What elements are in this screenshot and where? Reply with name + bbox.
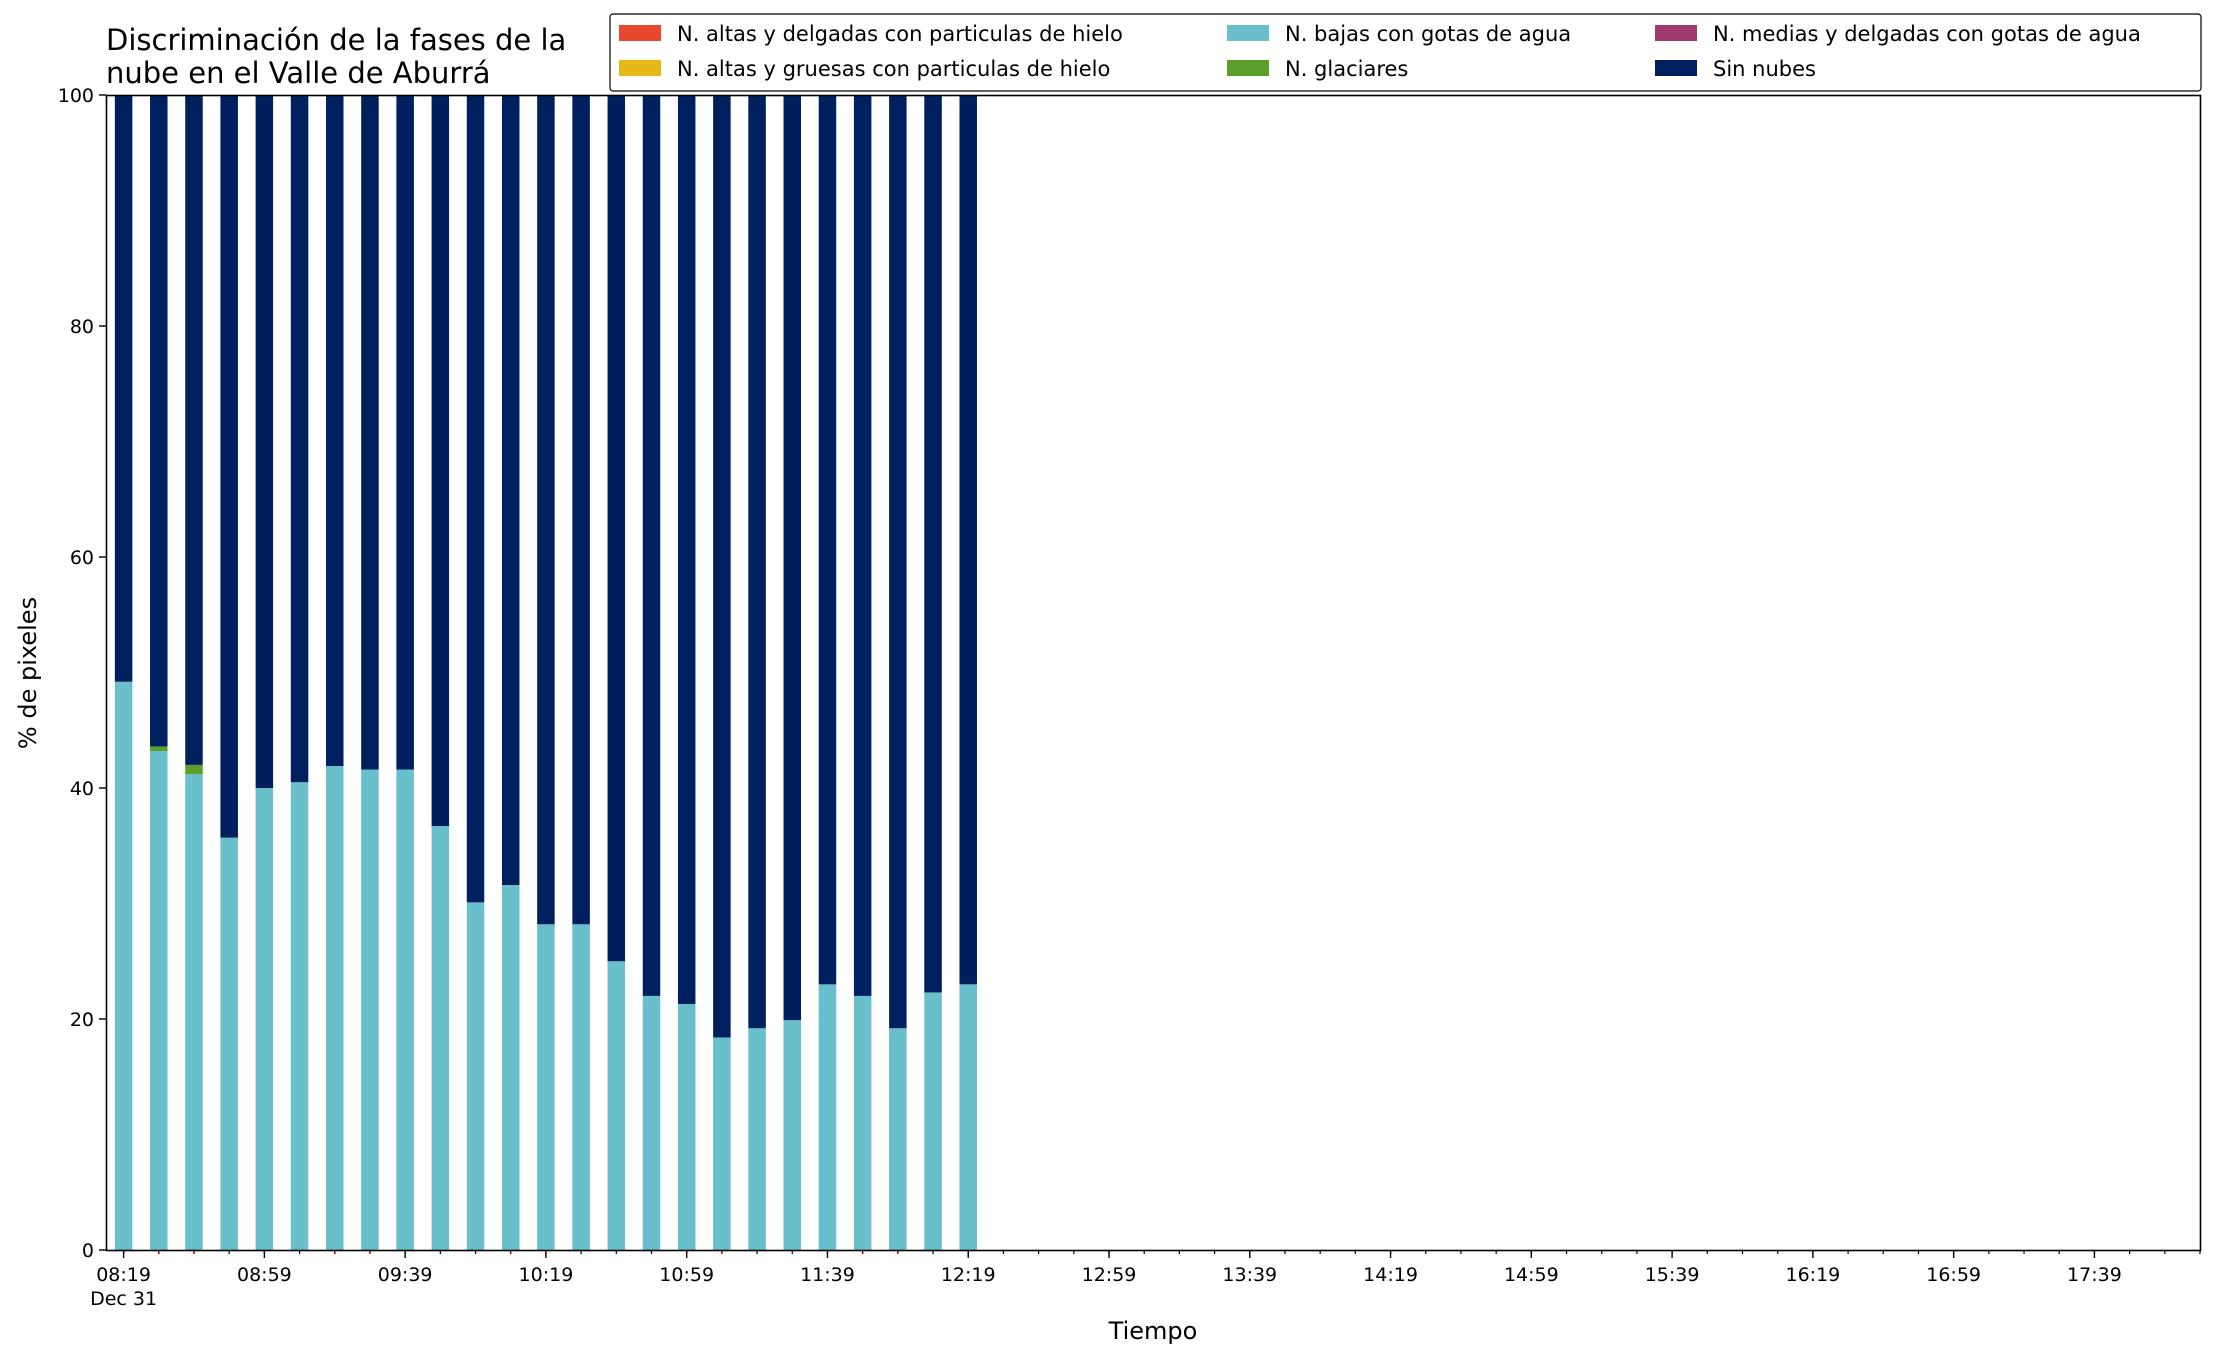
bar-segment (537, 95, 555, 925)
legend-swatch (1227, 25, 1269, 41)
y-tick-label: 100 (58, 85, 94, 107)
bar-segment (220, 837, 238, 1250)
bar-segment (431, 826, 450, 1250)
bar-segment (889, 95, 907, 1029)
legend-label: Sin nubes (1713, 57, 1816, 81)
x-tick-label: 08:19 (96, 1264, 151, 1286)
legend-swatch (619, 25, 661, 41)
bar-segment (326, 766, 344, 1250)
x-tick-label: 17:39 (2067, 1264, 2122, 1286)
bar-segment (185, 774, 203, 1250)
bar-segment (290, 782, 309, 1250)
bar-segment (396, 769, 414, 1250)
bar-segment (466, 95, 485, 903)
bar-segment (361, 95, 379, 770)
bar-segment (220, 95, 238, 838)
y-axis: 0 20 40 60 80 100 (58, 85, 106, 1262)
x-tick-label: 10:59 (659, 1264, 714, 1286)
bar-segment (748, 1028, 766, 1250)
x-axis-title: Tiempo (1108, 1317, 1198, 1345)
x-tick-label: 10:19 (519, 1264, 574, 1286)
bar-segment (713, 95, 731, 1038)
bar-segment (713, 1037, 731, 1250)
bar-segment (853, 95, 872, 996)
bar-segment (959, 984, 977, 1250)
bar-segment (853, 995, 872, 1250)
bar-segment (185, 764, 203, 775)
bar-segment (607, 95, 626, 962)
x-tick-label: 12:59 (1082, 1264, 1137, 1286)
y-tick-label: 20 (70, 1009, 94, 1031)
legend-swatch (1655, 60, 1697, 76)
bar-segment (185, 95, 203, 765)
y-axis-title: % de pixeles (14, 597, 42, 749)
bar-segment (607, 961, 626, 1250)
x-tick-label: 14:19 (1363, 1264, 1418, 1286)
bar-segment (959, 95, 977, 985)
chart-title-line-1: Discriminación de la fases de la (106, 23, 566, 57)
bar-segment (501, 885, 520, 1250)
legend: N. altas y delgadas con particulas de hi… (609, 13, 2202, 92)
x-tick-label: 11:39 (800, 1264, 855, 1286)
bar-segment (924, 992, 942, 1250)
bar-segment (361, 769, 379, 1250)
x-tick-label: 14:59 (1504, 1264, 1559, 1286)
legend-swatch (619, 60, 661, 76)
legend-label: N. medias y delgadas con gotas de agua (1713, 22, 2141, 46)
bar-segment (150, 746, 168, 752)
bar-segment (255, 788, 274, 1250)
chart-title-line-2: nube en el Valle de Aburrá (106, 56, 491, 90)
x-tick-label: 16:19 (1785, 1264, 1840, 1286)
bar-segment (748, 95, 766, 1029)
bar-segment (572, 924, 590, 1250)
bar-segment (255, 95, 274, 788)
bar-segment (924, 95, 942, 993)
bar-segment (677, 1003, 696, 1250)
x-date-label: Dec 31 (90, 1288, 157, 1310)
x-tick-label: 12:19 (941, 1264, 996, 1286)
x-tick-label: 15:39 (1645, 1264, 1700, 1286)
bar-segment (150, 751, 168, 1250)
legend-label: N. altas y delgadas con particulas de hi… (677, 22, 1123, 46)
bars-layer (114, 95, 977, 1250)
legend-swatch (1655, 25, 1697, 41)
y-tick-label: 80 (70, 316, 94, 338)
bar-segment (431, 95, 450, 827)
legend-box (609, 13, 2202, 92)
bar-segment (783, 95, 802, 1021)
x-tick-label: 13:39 (1222, 1264, 1277, 1286)
x-tick-label: 09:39 (378, 1264, 433, 1286)
bar-segment (290, 95, 309, 783)
plot-area-frame (105, 94, 2202, 1252)
y-tick-label: 60 (70, 547, 94, 569)
y-tick-label: 40 (70, 778, 94, 800)
bar-segment (642, 95, 661, 996)
bar-segment (537, 924, 555, 1250)
bar-segment (466, 902, 485, 1250)
bar-segment (396, 95, 414, 770)
x-tick-label: 16:59 (1926, 1264, 1981, 1286)
legend-label: N. glaciares (1285, 57, 1408, 81)
bar-segment (889, 1028, 907, 1250)
legend-swatch (1227, 60, 1269, 76)
bar-segment (818, 984, 837, 1250)
legend-label: N. altas y gruesas con particulas de hie… (677, 57, 1110, 81)
x-tick-label: 08:59 (237, 1264, 292, 1286)
bar-segment (783, 1020, 802, 1250)
bar-segment (114, 95, 133, 682)
legend-label: N. bajas con gotas de agua (1285, 22, 1571, 46)
bar-segment (572, 95, 590, 925)
bar-segment (642, 995, 661, 1250)
bar-segment (818, 95, 837, 985)
bar-segment (677, 95, 696, 1004)
bar-segment (114, 681, 133, 1250)
x-axis: 08:19 08:59 09:39 10:19 10:59 11:39 12:19 12:59… (90, 1250, 2201, 1310)
y-tick-label: 0 (82, 1240, 94, 1262)
bar-segment (501, 95, 520, 886)
bar-segment (326, 95, 344, 767)
bar-segment (150, 95, 168, 747)
